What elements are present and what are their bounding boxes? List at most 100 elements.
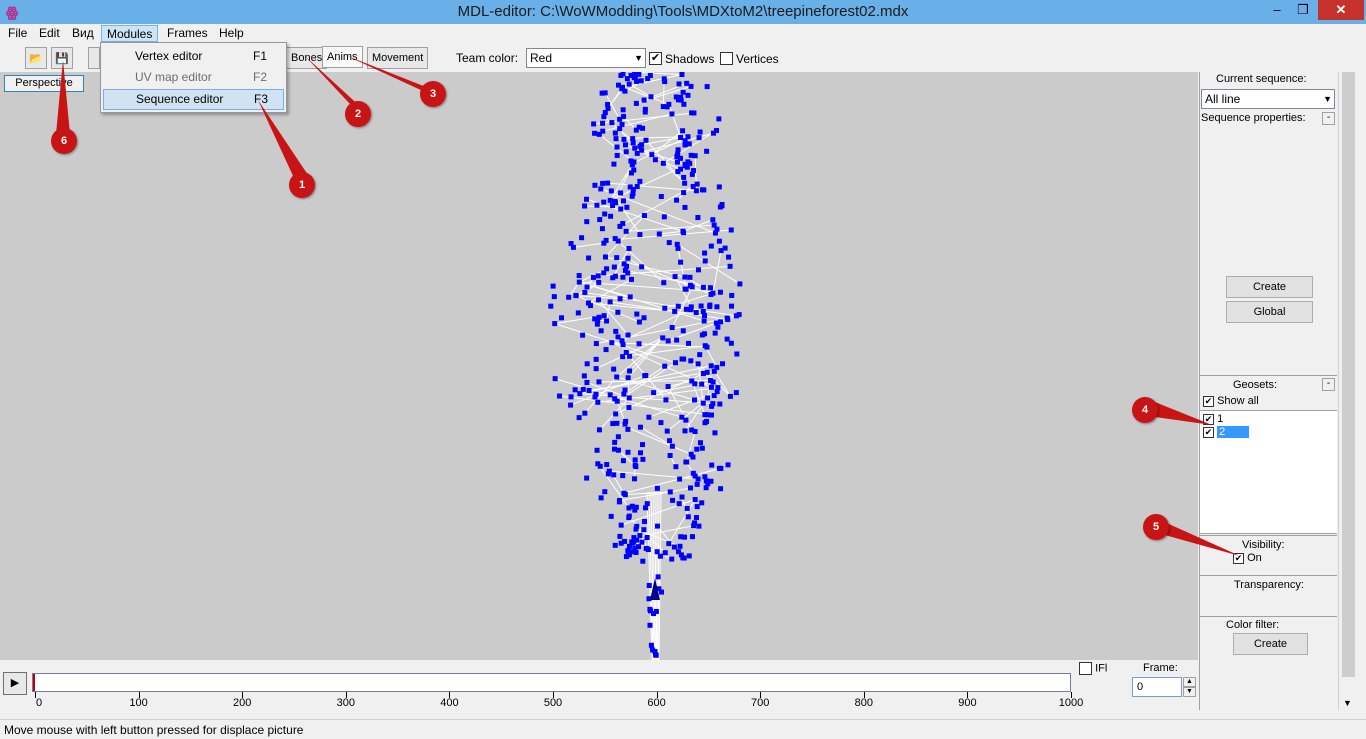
- save-icon: 💾: [55, 53, 69, 65]
- timeline-tick: [449, 692, 451, 698]
- status-text: Move mouse with left button pressed for …: [4, 723, 304, 737]
- maximize-button[interactable]: ❐: [1297, 2, 1309, 17]
- mesh-vertices: [548, 72, 743, 658]
- menu-view[interactable]: Вид: [72, 26, 94, 40]
- frame-label: Frame:: [1143, 662, 1178, 674]
- global-sequence-button[interactable]: Global: [1226, 301, 1313, 323]
- axis-arrow-icon: [650, 578, 660, 600]
- folder-icon: 📂: [29, 53, 43, 65]
- collapse-geosets-button[interactable]: -: [1322, 378, 1335, 391]
- model-viewport[interactable]: Perspective: [0, 72, 1198, 660]
- menu-uv-map-editor[interactable]: UV map editor F2: [103, 67, 284, 88]
- vertical-scrollbar[interactable]: ▼: [1338, 72, 1358, 710]
- menu-frames[interactable]: Frames: [167, 26, 208, 40]
- close-button[interactable]: ✕: [1318, 0, 1364, 20]
- current-sequence-select[interactable]: All line ▼: [1201, 89, 1335, 109]
- open-file-button[interactable]: 📂: [25, 47, 47, 69]
- visibility-on-checkbox[interactable]: ✔ On: [1233, 552, 1262, 564]
- create-sequence-button[interactable]: Create: [1226, 276, 1313, 298]
- timeline-tick: [863, 692, 865, 698]
- timeline-tick-label: 800: [854, 697, 873, 709]
- callout-marker-1: 1: [289, 172, 315, 198]
- show-all-checkbox[interactable]: ✔ Show all: [1203, 395, 1259, 407]
- timeline-tick-label: 700: [751, 697, 770, 709]
- visibility-on-label: On: [1247, 552, 1262, 564]
- geoset-2-check-icon[interactable]: ✔: [1203, 426, 1214, 438]
- geoset-row[interactable]: ✔ 1: [1203, 413, 1223, 425]
- timeline-tick: [345, 692, 347, 698]
- scrollbar-thumb[interactable]: [1342, 72, 1355, 677]
- timeline-tick: [967, 692, 969, 698]
- panel-divider: [1200, 535, 1337, 536]
- geoset-1-check-icon[interactable]: ✔: [1203, 413, 1214, 425]
- tab-anims[interactable]: Anims: [322, 46, 363, 68]
- timeline-tick-label: 200: [233, 697, 252, 709]
- uv-map-editor-shortcut: F2: [253, 70, 268, 84]
- menu-bar: File Edit Вид Modules Frames Help: [0, 24, 1366, 43]
- vertex-editor-shortcut: F1: [253, 49, 268, 63]
- window-title: MDL-editor: C:\WoWModding\Tools\MDXtoM2\…: [457, 3, 909, 20]
- tab-movement[interactable]: Movement: [367, 47, 429, 69]
- color-filter-create-button[interactable]: Create: [1233, 633, 1308, 655]
- current-sequence-label: Current sequence:: [1216, 73, 1307, 85]
- timeline-tick: [138, 692, 140, 698]
- modules-dropdown: Vertex editor F1 UV map editor F2 Sequen…: [100, 42, 287, 113]
- shadows-label: Shadows: [665, 51, 715, 66]
- team-color-label: Team color:: [456, 51, 519, 65]
- timeline-track[interactable]: [32, 673, 1071, 692]
- panel-divider: [1200, 616, 1337, 617]
- shadows-checkbox[interactable]: ✔ Shadows: [649, 51, 714, 66]
- panel-divider: [1200, 375, 1337, 376]
- menu-vertex-editor[interactable]: Vertex editor F1: [103, 46, 284, 67]
- timeline-tick: [35, 692, 36, 698]
- chevron-down-icon: ▼: [634, 53, 643, 63]
- uv-map-editor-label: UV map editor: [135, 70, 212, 84]
- frame-spin-down-icon[interactable]: ▼: [1183, 687, 1196, 697]
- timeline-tick-label: 500: [543, 697, 563, 709]
- collapse-sequence-properties-button[interactable]: -: [1322, 112, 1335, 125]
- menu-file[interactable]: File: [8, 26, 28, 40]
- ifl-check-icon: [1079, 662, 1092, 675]
- timeline-tick: [242, 692, 244, 698]
- scroll-down-icon[interactable]: ▼: [1343, 698, 1352, 708]
- menu-modules[interactable]: Modules: [101, 25, 159, 42]
- app-icon: ꙮ: [5, 4, 19, 20]
- title-bar: ꙮ MDL-editor: C:\WoWModding\Tools\MDXtoM…: [0, 0, 1366, 24]
- show-all-check-icon: ✔: [1203, 395, 1214, 407]
- menu-help[interactable]: Help: [219, 26, 244, 40]
- minimize-button[interactable]: –: [1273, 2, 1281, 17]
- geoset-list[interactable]: ✔ 1 ✔ 2: [1200, 410, 1337, 534]
- callout-marker-5: 5: [1143, 514, 1169, 540]
- geoset-row[interactable]: ✔ 2: [1203, 426, 1250, 438]
- team-color-select[interactable]: Red ▼: [526, 48, 646, 68]
- timeline-tick-label: 600: [647, 697, 666, 709]
- vertices-checkbox[interactable]: Vertices: [720, 51, 779, 66]
- sequence-editor-label: Sequence editor: [136, 92, 224, 106]
- frame-input[interactable]: 0: [1132, 677, 1182, 697]
- timeline-tick: [1071, 692, 1072, 698]
- save-file-button[interactable]: 💾: [51, 47, 73, 69]
- callout-marker-6: 6: [51, 128, 77, 154]
- vertex-editor-label: Vertex editor: [135, 49, 203, 63]
- callout-marker-2: 2: [345, 101, 371, 127]
- timeline: ▶ 0 100 200 300 400 500 600 700 800 900 1000 IFl F…: [0, 660, 1198, 710]
- toolbar-tool-button[interactable]: [88, 47, 100, 69]
- perspective-button[interactable]: Perspective: [4, 75, 84, 92]
- ifl-checkbox[interactable]: IFl: [1079, 662, 1107, 675]
- geoset-name: 1: [1217, 413, 1224, 425]
- timeline-tick-label: 300: [336, 697, 355, 709]
- team-color-value: Red: [530, 51, 553, 65]
- shadows-check-icon: ✔: [649, 52, 662, 66]
- frame-spin-up-icon[interactable]: ▲: [1183, 677, 1196, 687]
- menu-edit[interactable]: Edit: [39, 26, 60, 40]
- visibility-label: Visibility:: [1242, 539, 1285, 551]
- timeline-tick-label: 1000: [1058, 697, 1084, 709]
- play-button[interactable]: ▶: [3, 672, 27, 695]
- timeline-tick: [553, 692, 554, 698]
- menu-sequence-editor[interactable]: Sequence editor F3: [103, 89, 284, 110]
- sequence-editor-shortcut: F3: [254, 92, 269, 106]
- callout-marker-4: 4: [1132, 397, 1158, 423]
- show-all-label: Show all: [1217, 395, 1259, 407]
- right-panel: Current sequence: All line ▼ Sequence pr…: [1199, 72, 1337, 710]
- timeline-cursor[interactable]: [33, 674, 35, 691]
